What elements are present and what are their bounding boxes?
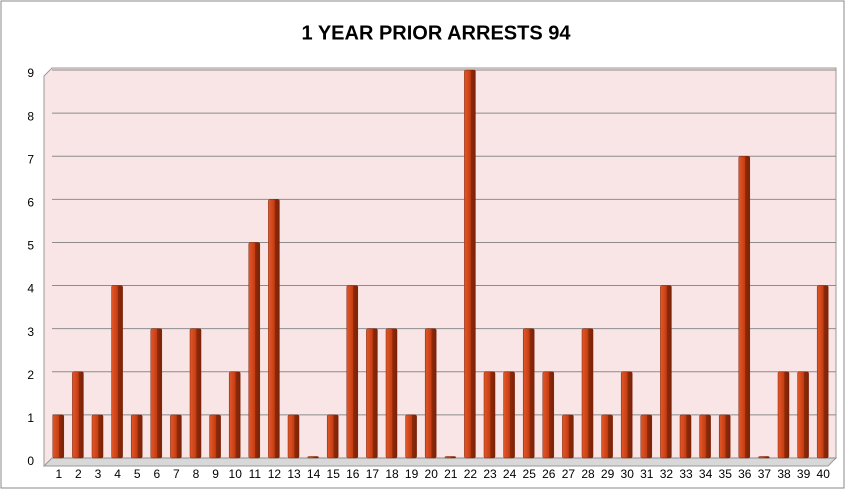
bar [346, 285, 359, 459]
bar [424, 328, 437, 459]
bar [738, 155, 751, 459]
bar [111, 285, 123, 459]
x-tick-label: 40 [817, 467, 831, 481]
bar [542, 371, 555, 459]
bar [483, 371, 496, 459]
bar [640, 414, 653, 459]
bar [268, 199, 280, 459]
bar [52, 414, 65, 459]
bar [287, 414, 300, 459]
x-tick-label: 39 [797, 467, 811, 481]
x-tick-label: 27 [562, 467, 576, 481]
x-tick-label: 36 [738, 467, 752, 481]
bar [444, 456, 457, 459]
x-tick-label: 34 [699, 467, 713, 481]
bar [620, 371, 633, 459]
bar [326, 414, 339, 459]
bar [366, 328, 378, 459]
x-tick-label: 4 [114, 467, 121, 481]
bar [228, 371, 241, 459]
y-tick-label: 7 [27, 152, 34, 166]
x-tick-label: 29 [601, 467, 615, 481]
x-tick-label: 38 [777, 467, 791, 481]
x-tick-label: 35 [719, 467, 733, 481]
bar [581, 328, 594, 459]
y-tick-label: 1 [27, 411, 34, 425]
bar [522, 328, 535, 459]
x-tick-label: 2 [75, 467, 82, 481]
x-tick-label: 32 [660, 467, 674, 481]
x-tick-label: 33 [679, 467, 693, 481]
x-tick-label: 18 [385, 467, 399, 481]
x-tick-label: 37 [758, 467, 772, 481]
x-tick-label: 21 [444, 467, 458, 481]
bar [816, 285, 829, 459]
x-tick-label: 10 [229, 467, 243, 481]
bar [150, 328, 163, 459]
bar [718, 414, 731, 459]
x-tick-label: 7 [173, 467, 180, 481]
bar [758, 456, 770, 459]
x-tick-label: 31 [640, 467, 654, 481]
bar [248, 242, 261, 459]
bar [679, 414, 692, 459]
bar [464, 69, 476, 459]
x-tick-label: 20 [425, 467, 439, 481]
bar [562, 414, 574, 459]
bar [797, 371, 809, 459]
plot-wall [43, 67, 837, 467]
x-tick-label: 3 [95, 467, 102, 481]
chart-title: 1 YEAR PRIOR ARRESTS 94 [302, 22, 572, 44]
x-tick-label: 26 [542, 467, 556, 481]
y-tick-label: 8 [27, 109, 34, 123]
bar [189, 328, 202, 459]
x-tick-label: 16 [346, 467, 360, 481]
bar [170, 414, 182, 459]
x-tick-label: 9 [212, 467, 219, 481]
x-tick-label: 24 [503, 467, 517, 481]
bar [405, 414, 417, 459]
x-tick-label: 19 [405, 467, 419, 481]
x-tick-label: 12 [268, 467, 282, 481]
x-tick-label: 1 [55, 467, 62, 481]
bar [72, 371, 84, 459]
x-tick-label: 23 [483, 467, 497, 481]
plot-floor [42, 457, 838, 467]
x-tick-label: 25 [523, 467, 537, 481]
bar [307, 456, 319, 459]
x-tick-label: 6 [153, 467, 160, 481]
x-tick-label: 14 [307, 467, 321, 481]
bar [130, 414, 143, 459]
x-tick-label: 8 [193, 467, 200, 481]
bar [660, 285, 672, 459]
bar [503, 371, 515, 459]
y-tick-label: 3 [27, 325, 34, 339]
bar [601, 414, 613, 459]
y-tick-label: 5 [27, 239, 34, 253]
x-tick-label: 28 [581, 467, 595, 481]
x-tick-label: 11 [249, 467, 262, 481]
x-tick-label: 30 [621, 467, 635, 481]
x-tick-label: 22 [464, 467, 478, 481]
y-tick-label: 0 [27, 454, 34, 468]
bar [699, 414, 711, 459]
y-tick-label: 6 [27, 196, 34, 210]
x-tick-label: 15 [327, 467, 341, 481]
x-tick-label: 5 [134, 467, 141, 481]
x-tick-label: 13 [287, 467, 301, 481]
bar [91, 414, 104, 459]
y-tick-label: 2 [27, 368, 34, 382]
bar [209, 414, 221, 459]
y-tick-label: 9 [27, 66, 34, 80]
x-tick-label: 17 [366, 467, 380, 481]
y-tick-label: 4 [27, 282, 34, 296]
bar [385, 328, 398, 459]
bar [777, 371, 790, 459]
